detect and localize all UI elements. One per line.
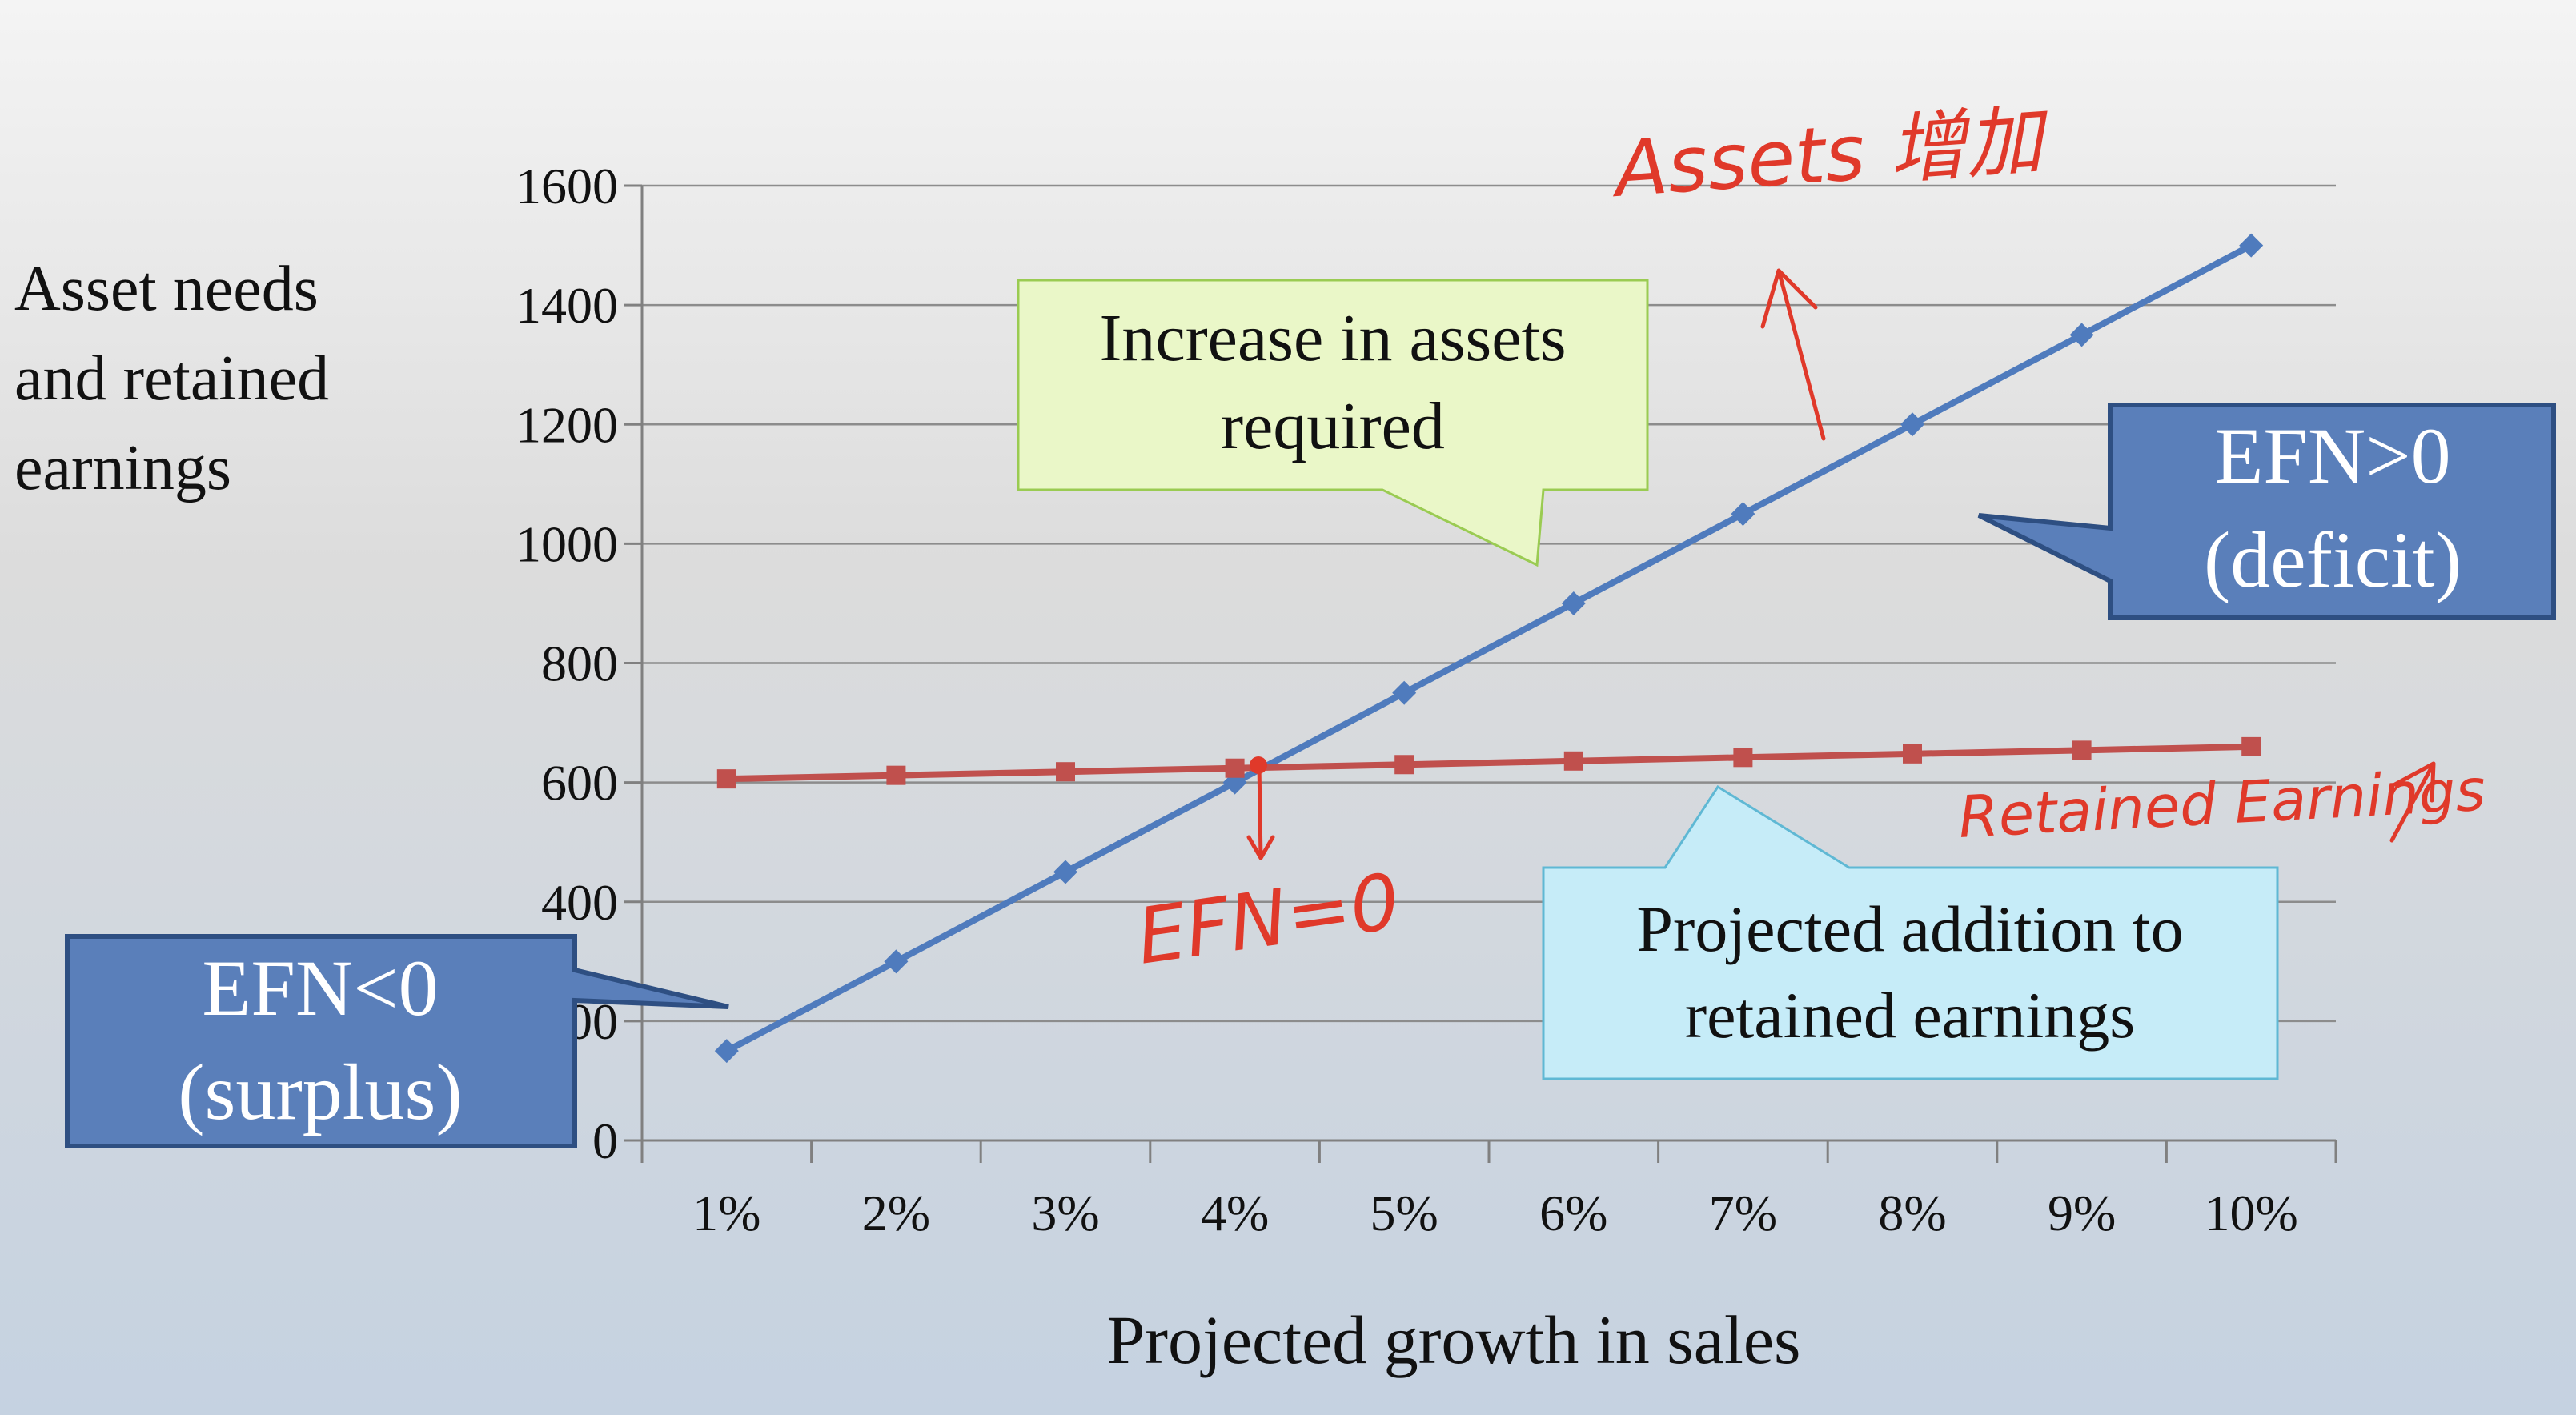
- x-tick-label: 10%: [2205, 1185, 2298, 1241]
- y-tick-label: 600: [541, 755, 618, 812]
- y-tick-label: 800: [541, 635, 618, 692]
- data-point: [1394, 755, 1414, 775]
- data-point: [1563, 751, 1583, 771]
- callout-surplus-shape: [65, 934, 729, 1148]
- callout-deficit-shape: [1977, 403, 2556, 620]
- data-point: [714, 1039, 739, 1064]
- data-point: [1561, 591, 1586, 615]
- x-axis-title: Projected growth in sales: [1107, 1301, 1801, 1378]
- y-axis-title-line: and retained: [14, 343, 330, 414]
- y-tick-label: 1000: [516, 515, 618, 572]
- series-line-2: [726, 743, 2252, 783]
- callout-deficit-line: EFN>0: [2214, 411, 2450, 500]
- x-tick-label: 6%: [1539, 1185, 1607, 1241]
- callout-retained-line: Projected addition to: [1636, 892, 2183, 965]
- data-point: [2241, 736, 2261, 756]
- y-axis-title-line: earnings: [14, 433, 232, 503]
- callout-assets: Increase in assets required: [1017, 279, 1649, 567]
- callout-surplus-line: (surplus): [178, 1048, 463, 1136]
- y-axis-title-line: Asset needs: [14, 254, 319, 324]
- data-point: [2239, 233, 2264, 258]
- data-point: [1731, 502, 1755, 527]
- data-point: [2069, 323, 2094, 347]
- callout-surplus-line: EFN<0: [202, 944, 438, 1032]
- data-point: [1392, 680, 1417, 705]
- callout-assets-shape: [1017, 279, 1649, 567]
- arrow-down-icon: [1246, 763, 1275, 860]
- data-point: [886, 765, 906, 785]
- arrow-up-icon: [1760, 268, 1826, 441]
- data-point: [1056, 762, 1075, 782]
- x-tick-label: 1%: [692, 1185, 760, 1241]
- callout-retained: Projected addition to retained earnings: [1542, 784, 2279, 1080]
- data-point: [1053, 860, 1077, 884]
- data-point: [716, 769, 736, 789]
- x-tick-label: 7%: [1709, 1185, 1777, 1241]
- callout-assets-line: required: [1221, 389, 1445, 463]
- handwritten-efn-zero-text: EFN=0: [1132, 856, 1406, 982]
- callout-surplus: EFN<0 (surplus): [65, 934, 729, 1148]
- y-tick-label: 1400: [516, 277, 618, 334]
- data-point: [2072, 740, 2092, 760]
- callout-retained-shape: [1542, 784, 2279, 1080]
- callout-assets-line: Increase in assets: [1099, 301, 1566, 375]
- handwritten-retained-text: Retained Earnings: [1956, 756, 2486, 851]
- callout-deficit: EFN>0 (deficit): [1977, 403, 2556, 620]
- handwritten-efn-zero-annotation: EFN=0: [1132, 756, 1406, 982]
- data-point: [1733, 748, 1753, 768]
- y-tick-label: 400: [541, 874, 618, 931]
- x-tick-label: 3%: [1031, 1185, 1099, 1241]
- x-tick-label: 9%: [2048, 1185, 2116, 1241]
- callout-retained-line: retained earnings: [1685, 979, 2135, 1052]
- data-point: [1903, 744, 1922, 764]
- handwritten-assets-text: Assets 增加: [1607, 94, 2052, 214]
- series-line-1: [724, 243, 2253, 1054]
- y-axis-title: Asset needs and retained earnings: [14, 244, 329, 513]
- x-tick-label: 5%: [1370, 1185, 1438, 1241]
- x-tick-labels: 1% 2% 3% 4% 5% 6% 7% 8% 9% 10%: [692, 1185, 2298, 1241]
- arrow-up-right-icon: [2389, 761, 2436, 843]
- x-tick-label: 8%: [1878, 1185, 1946, 1241]
- series-group: [714, 233, 2264, 1064]
- y-tick-label: 1600: [516, 158, 618, 214]
- handwritten-retained-annotation: Retained Earnings: [1956, 756, 2486, 851]
- x-tick-label: 4%: [1201, 1185, 1269, 1241]
- intersection-marker: [1250, 756, 1267, 774]
- data-point: [1900, 412, 1924, 437]
- callout-deficit-line: (deficit): [2204, 515, 2462, 604]
- y-tick-label: 1200: [516, 396, 618, 453]
- x-tick-label: 2%: [862, 1185, 930, 1241]
- y-tick-label: 0: [592, 1112, 618, 1169]
- data-point: [1225, 758, 1245, 778]
- data-point: [884, 949, 909, 974]
